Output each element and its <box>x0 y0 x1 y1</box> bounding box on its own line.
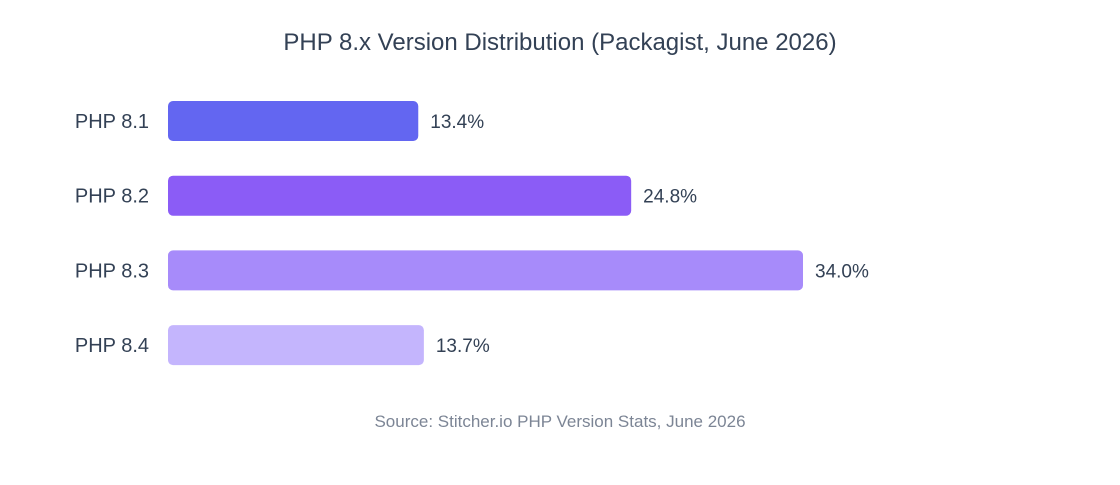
category-label: PHP 8.4 <box>75 335 149 357</box>
value-label: 13.7% <box>436 336 490 357</box>
bar <box>168 175 632 216</box>
category-label: PHP 8.3 <box>75 260 149 282</box>
category-label: PHP 8.2 <box>75 186 149 208</box>
category-label: PHP 8.1 <box>75 111 149 133</box>
value-label: 13.4% <box>430 112 484 133</box>
chart-title: PHP 8.x Version Distribution (Packagist,… <box>283 29 837 56</box>
value-label: 24.8% <box>643 187 697 208</box>
bar <box>168 250 803 291</box>
bar <box>168 325 424 366</box>
bar <box>168 101 419 141</box>
chart-source: Source: Stitcher.io PHP Version Stats, J… <box>374 412 746 431</box>
value-label: 34.0% <box>815 261 869 282</box>
